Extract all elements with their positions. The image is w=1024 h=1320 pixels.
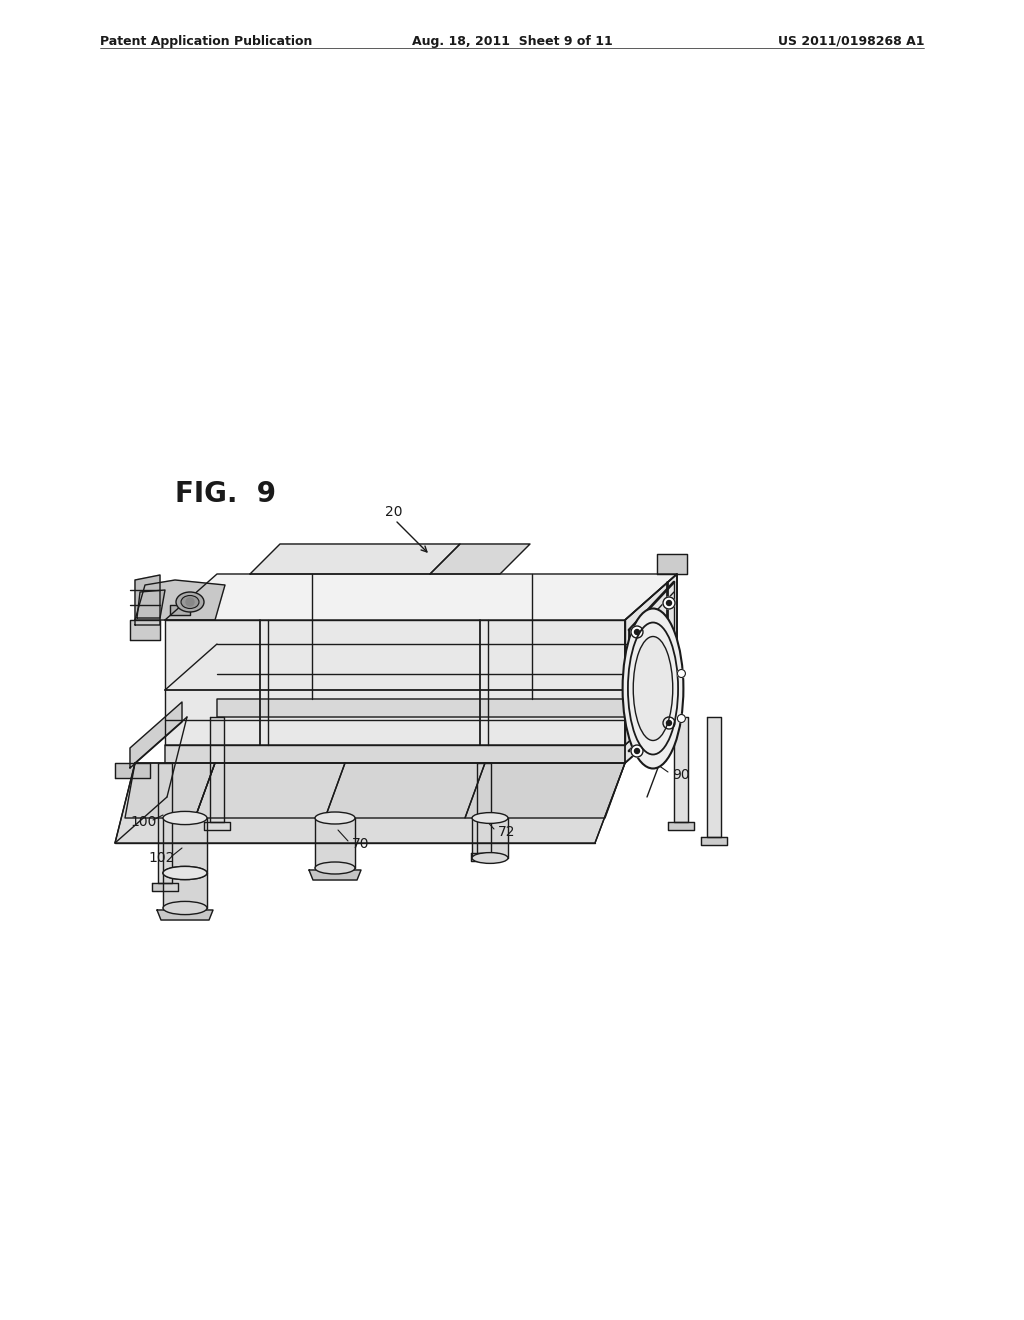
Polygon shape	[707, 717, 721, 837]
Polygon shape	[430, 544, 530, 574]
Circle shape	[678, 669, 685, 677]
Text: US 2011/0198268 A1: US 2011/0198268 A1	[777, 36, 924, 48]
Ellipse shape	[315, 862, 355, 874]
Circle shape	[663, 717, 675, 729]
Ellipse shape	[181, 595, 199, 609]
Ellipse shape	[163, 866, 207, 879]
Circle shape	[667, 601, 672, 606]
Ellipse shape	[633, 636, 673, 741]
Polygon shape	[152, 883, 178, 891]
Polygon shape	[170, 605, 190, 615]
Ellipse shape	[623, 609, 683, 768]
Ellipse shape	[163, 902, 207, 915]
Polygon shape	[115, 763, 150, 777]
Polygon shape	[115, 763, 625, 843]
Polygon shape	[165, 700, 677, 763]
Polygon shape	[471, 853, 497, 861]
Polygon shape	[657, 554, 687, 574]
Circle shape	[631, 744, 643, 756]
Text: Patent Application Publication: Patent Application Publication	[100, 36, 312, 48]
Polygon shape	[625, 574, 677, 763]
Circle shape	[635, 748, 640, 754]
Text: 100: 100	[130, 814, 157, 829]
Ellipse shape	[163, 866, 207, 879]
Polygon shape	[137, 590, 165, 618]
Text: 72: 72	[498, 825, 515, 840]
Polygon shape	[158, 763, 172, 883]
Circle shape	[635, 630, 640, 635]
Ellipse shape	[472, 813, 508, 824]
Polygon shape	[135, 576, 160, 624]
Polygon shape	[465, 763, 625, 818]
Text: 102: 102	[148, 851, 174, 865]
Ellipse shape	[315, 812, 355, 824]
Polygon shape	[210, 717, 224, 822]
Polygon shape	[135, 579, 225, 620]
Text: FIG.  9: FIG. 9	[175, 480, 276, 508]
Polygon shape	[325, 763, 485, 818]
Ellipse shape	[472, 853, 508, 863]
Polygon shape	[165, 574, 677, 620]
Polygon shape	[701, 837, 727, 845]
Ellipse shape	[176, 591, 204, 612]
Polygon shape	[674, 717, 688, 822]
Polygon shape	[668, 822, 694, 830]
Polygon shape	[163, 873, 207, 908]
Circle shape	[667, 721, 672, 726]
Text: 90: 90	[672, 768, 689, 781]
Polygon shape	[130, 620, 160, 640]
Text: Aug. 18, 2011  Sheet 9 of 11: Aug. 18, 2011 Sheet 9 of 11	[412, 36, 612, 48]
Polygon shape	[477, 763, 490, 853]
Text: 70: 70	[352, 837, 370, 851]
Circle shape	[186, 598, 194, 606]
Circle shape	[631, 626, 643, 638]
Circle shape	[663, 597, 675, 609]
Polygon shape	[163, 818, 207, 873]
Polygon shape	[472, 818, 508, 858]
Polygon shape	[204, 822, 230, 830]
Text: 20: 20	[385, 506, 402, 519]
Polygon shape	[125, 763, 215, 818]
Polygon shape	[195, 763, 345, 818]
Polygon shape	[130, 702, 182, 768]
Polygon shape	[157, 909, 213, 920]
Ellipse shape	[163, 812, 207, 825]
Polygon shape	[165, 620, 625, 744]
Circle shape	[678, 714, 685, 722]
Polygon shape	[625, 574, 677, 744]
Polygon shape	[315, 818, 355, 869]
Polygon shape	[309, 870, 361, 880]
Polygon shape	[250, 544, 460, 574]
